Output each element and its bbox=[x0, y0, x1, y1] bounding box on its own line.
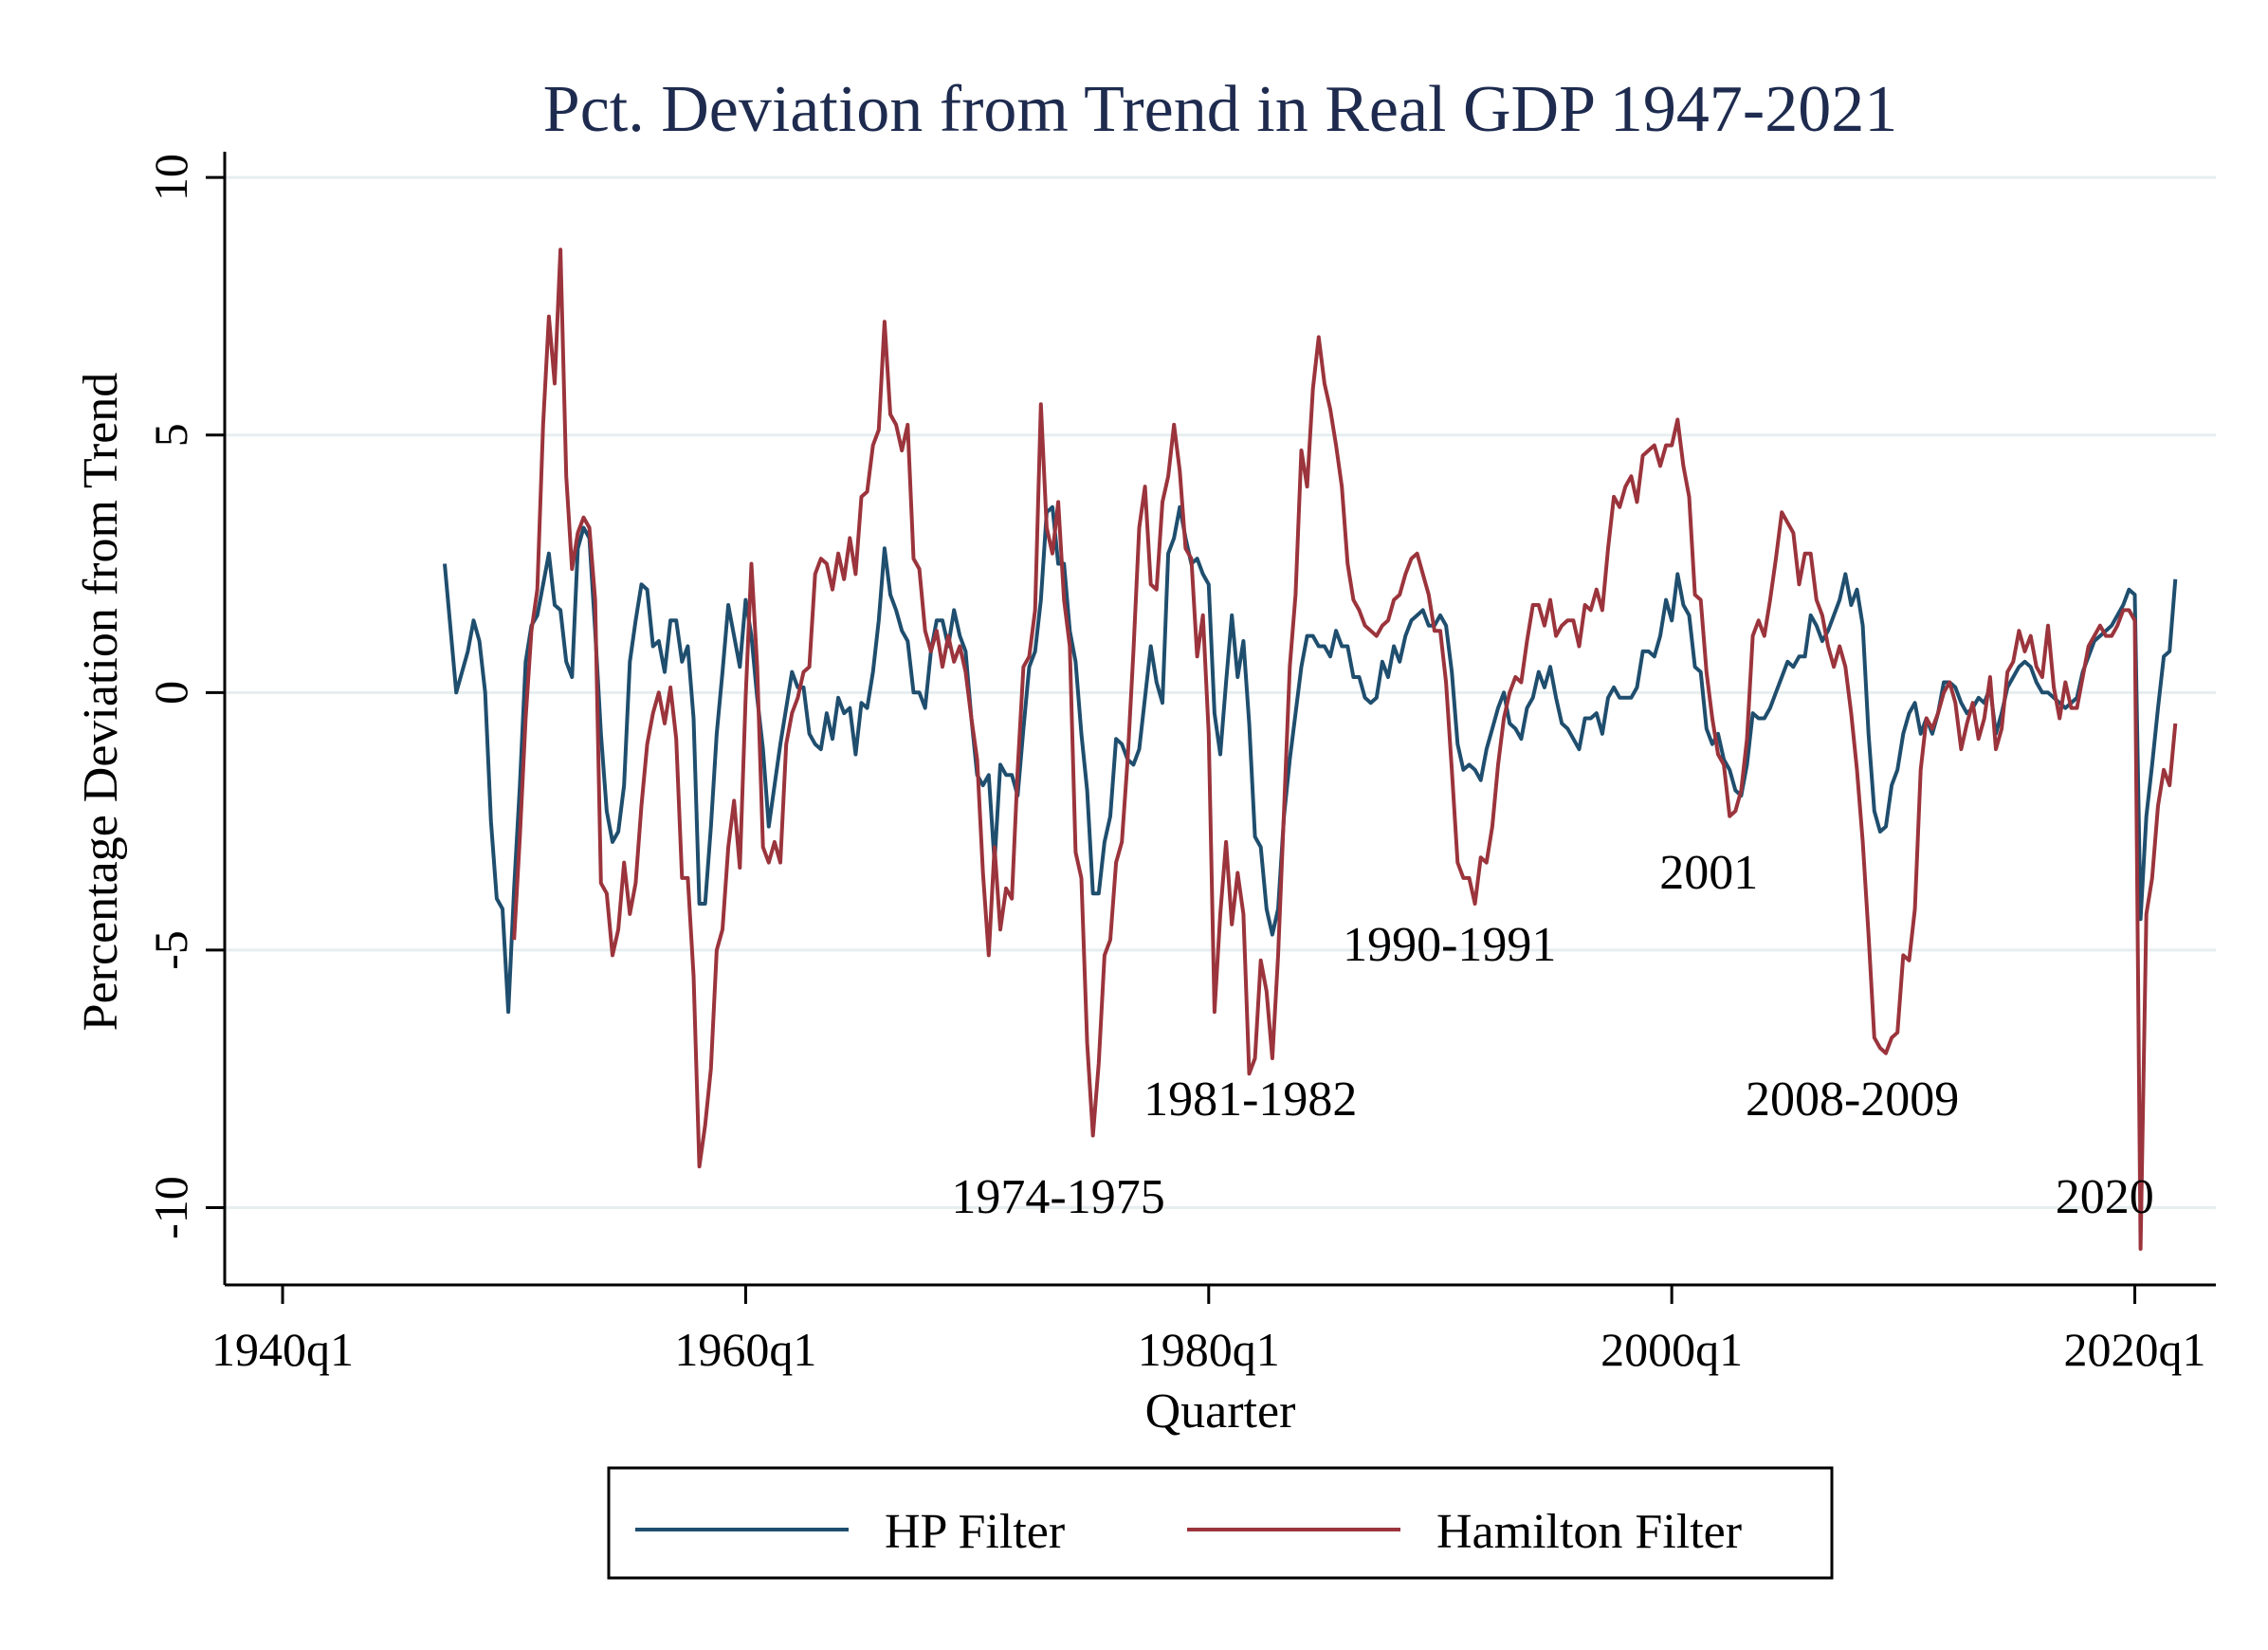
y-tick-label-0: 10 bbox=[144, 154, 197, 201]
x-tick-label-3: 2000q1 bbox=[1600, 1323, 1743, 1376]
chart-title: Pct. Deviation from Trend in Real GDP 19… bbox=[543, 73, 1897, 146]
y-axis-label: Percentage Deviation from Trend bbox=[74, 373, 128, 1032]
annotation-1: 1981-1982 bbox=[1143, 1072, 1357, 1127]
annotation-5: 2020 bbox=[2056, 1170, 2154, 1224]
legend: HP Filter Hamilton Filter bbox=[607, 1466, 1834, 1580]
grid-lines bbox=[225, 175, 2216, 1210]
y-tick-label-4: -10 bbox=[144, 1176, 197, 1239]
x-tick-label-0: 1940q1 bbox=[211, 1323, 354, 1376]
x-tick-label-4: 2020q1 bbox=[2064, 1323, 2206, 1376]
axes: 10 5 0 -5 -10 1940q1 1960q1 1980q1 2000q1 2020q1 bbox=[144, 152, 2216, 1376]
series-lines bbox=[443, 248, 2178, 1251]
legend-box bbox=[607, 1466, 1834, 1580]
y-tick-label-3: -5 bbox=[144, 930, 197, 970]
x-tick-label-2: 1980q1 bbox=[1138, 1323, 1280, 1376]
annotation-4: 2008-2009 bbox=[1746, 1072, 1959, 1127]
legend-label-hamilton: Hamilton Filter bbox=[1436, 1505, 1742, 1559]
annotation-2: 1990-1991 bbox=[1343, 918, 1556, 972]
y-tick-label-1: 5 bbox=[144, 423, 197, 447]
x-axis-label: Quarter bbox=[1145, 1384, 1296, 1439]
annotation-0: 1974-1975 bbox=[951, 1170, 1164, 1224]
annotations: 1974-1975 1981-1982 1990-1991 2001 2008-2009… bbox=[951, 846, 2153, 1224]
x-tick-label-1: 1960q1 bbox=[674, 1323, 816, 1376]
annotation-3: 2001 bbox=[1659, 846, 1758, 900]
legend-label-hp: HP Filter bbox=[885, 1505, 1065, 1559]
series-line-hamilton-filter bbox=[512, 248, 2178, 1251]
y-tick-label-2: 0 bbox=[144, 681, 197, 705]
